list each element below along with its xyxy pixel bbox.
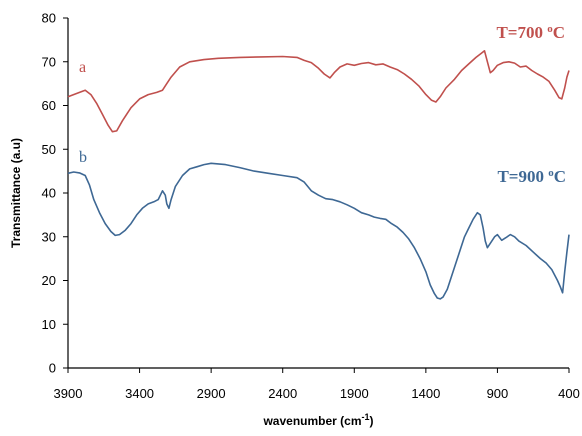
series-line-a xyxy=(67,50,570,133)
axes xyxy=(63,17,570,373)
tick-labels: 0 10 20 30 40 50 60 70 80 3900 3400 2900 2400 1900 140… xyxy=(42,11,580,402)
x-tick-label: 2400 xyxy=(268,386,297,401)
series-annotation-a: T=700 oC xyxy=(496,23,565,42)
x-tick-label: 3400 xyxy=(125,386,154,401)
x-axis-title: wavenumber (cm-1) xyxy=(262,412,373,428)
series-annotation-b: T=900 oC xyxy=(497,167,566,186)
series-line-b xyxy=(67,162,570,300)
y-tick-label: 60 xyxy=(42,98,56,113)
x-tick-label: 1900 xyxy=(340,386,369,401)
x-tick-label: 1400 xyxy=(411,386,440,401)
x-tick-label: 2900 xyxy=(197,386,226,401)
y-tick-label: 0 xyxy=(49,361,56,376)
y-tick-label: 10 xyxy=(42,317,56,332)
y-tick-label: 30 xyxy=(42,229,56,244)
y-tick-label: 40 xyxy=(42,186,56,201)
series-letter-a: a xyxy=(79,59,86,76)
x-tick-label: 900 xyxy=(487,386,509,401)
x-tick-label: 400 xyxy=(558,386,580,401)
x-tick-label: 3900 xyxy=(54,386,83,401)
series-letter-b: b xyxy=(79,149,87,166)
y-axis-title: Transmittance (a.u) xyxy=(9,138,23,248)
y-tick-label: 70 xyxy=(42,54,56,69)
y-tick-label: 50 xyxy=(42,142,56,157)
series-lines xyxy=(67,50,570,300)
y-tick-label: 20 xyxy=(42,273,56,288)
series-annotations: a T=700 oC b T=900 oC xyxy=(79,23,566,186)
y-tick-label: 80 xyxy=(42,11,56,26)
